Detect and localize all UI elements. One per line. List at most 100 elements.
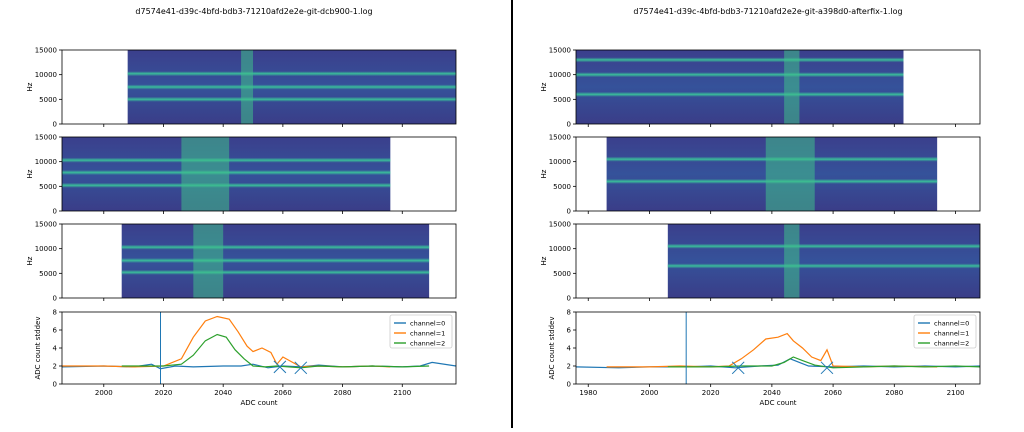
spectrogram-subplot: 0 5000 10000 15000 Hz [540, 134, 981, 216]
spectrogram-subplot: 0 5000 10000 15000 Hz [26, 134, 457, 216]
x-tick-label: 2060 [824, 389, 842, 397]
spectrogram-frame [61, 136, 457, 212]
y-tick-label: 6 [53, 327, 58, 335]
x-tick-label: 2020 [155, 389, 173, 397]
legend-label-channel-1: channel=1 [934, 330, 969, 338]
y-tick-label: 0 [53, 295, 57, 303]
y-tick-label: 0 [567, 121, 571, 129]
y-tick-label: 5000 [39, 183, 57, 191]
series-line-channel-2 [667, 356, 981, 369]
legend-label-channel-2: channel=2 [934, 340, 969, 348]
y-tick-label: 10000 [549, 158, 571, 166]
spectrogram-bright-region [241, 50, 254, 124]
y-tick-label: 2 [53, 363, 57, 371]
y-tick-label: 6 [567, 327, 572, 335]
x-tick-label: 2000 [95, 389, 113, 397]
spectrogram-band [127, 84, 457, 90]
x-axis-label: ADC count [759, 399, 796, 407]
y-tick-label: 15000 [35, 221, 57, 229]
x-axis-label: ADC count [240, 399, 277, 407]
x-tick-label: 2080 [334, 389, 352, 397]
series-line-channel-2 [121, 333, 430, 369]
spectrogram-band [121, 258, 430, 264]
x-marker [820, 361, 834, 375]
x-tick-label: 2100 [947, 389, 965, 397]
y-tick-label: 8 [53, 309, 57, 317]
x-marker [731, 361, 745, 375]
y-tick-label: 0 [567, 381, 571, 389]
y-tick-label: 5000 [553, 183, 571, 191]
legend-label-channel-2: channel=2 [410, 340, 445, 348]
legend-label-channel-1: channel=1 [410, 330, 445, 338]
y-tick-label: 15000 [35, 134, 57, 142]
legend-label-channel-0: channel=0 [410, 320, 445, 328]
right-figure-panel: d7574e41-d39c-4bfd-bdb3-71210afd2e2e-git… [540, 7, 981, 407]
y-tick-label: 10000 [35, 245, 57, 253]
y-tick-label: 15000 [549, 221, 571, 229]
spectrogram-band [576, 91, 904, 97]
y-tick-label: 4 [567, 345, 572, 353]
x-tick-label: 2060 [274, 389, 292, 397]
y-tick-label: 10000 [35, 71, 57, 79]
y-tick-label: 4 [53, 345, 58, 353]
y-tick-label: 5000 [553, 96, 571, 104]
spectrogram-subplot: 0 5000 10000 15000 Hz [26, 221, 457, 303]
spectrogram-bright-region [193, 224, 224, 298]
spectrogram-image [667, 224, 980, 298]
y-axis-label: Hz [26, 169, 34, 178]
spectrogram-frame [61, 223, 457, 299]
y-axis-label: ADC count stddev [548, 317, 556, 380]
x-tick-label: 2080 [885, 389, 903, 397]
spectrogram-band [576, 57, 904, 63]
spectrogram-bright-region [784, 224, 800, 298]
x-marker-stroke [820, 361, 834, 375]
y-axis-label: Hz [26, 82, 34, 91]
x-tick-label: 2020 [702, 389, 720, 397]
y-tick-label: 0 [567, 295, 571, 303]
spectrogram-bright-region [784, 50, 800, 124]
y-axis-label: Hz [540, 169, 548, 178]
y-axis-label: Hz [540, 256, 548, 265]
x-tick-label: 2000 [641, 389, 659, 397]
x-marker-stroke [731, 361, 745, 375]
legend: channel=0 channel=1 channel=2 [913, 314, 977, 349]
y-tick-label: 10000 [35, 158, 57, 166]
legend: channel=0 channel=1 channel=2 [389, 314, 453, 349]
x-tick-label: 1980 [579, 389, 597, 397]
y-axis-label: ADC count stddev [34, 317, 42, 380]
spectrogram-band [667, 243, 980, 249]
left-figure-panel: d7574e41-d39c-4bfd-bdb3-71210afd2e2e-git… [26, 7, 457, 407]
spectrogram-band [121, 269, 430, 275]
y-tick-label: 15000 [549, 47, 571, 55]
stddev-axes-background [576, 312, 980, 384]
y-tick-label: 10000 [549, 71, 571, 79]
spectrogram-frame [575, 223, 981, 299]
y-tick-label: 5000 [39, 96, 57, 104]
spectrogram-band [127, 96, 457, 102]
spectrogram-band [576, 72, 904, 78]
spectrogram-subplot: 0 5000 10000 15000 Hz [540, 221, 981, 303]
x-tick-label: 2040 [214, 389, 232, 397]
left-figure-title: d7574e41-d39c-4bfd-bdb3-71210afd2e2e-git… [135, 7, 372, 16]
y-tick-label: 2 [567, 363, 571, 371]
y-tick-label: 5000 [553, 270, 571, 278]
spectrogram-band [121, 244, 430, 250]
y-tick-label: 10000 [549, 245, 571, 253]
x-marker-stroke [273, 360, 287, 374]
x-marker [273, 360, 287, 374]
y-tick-label: 15000 [549, 134, 571, 142]
x-marker [294, 361, 308, 375]
spectrogram-band [127, 71, 457, 77]
spectrogram-frame [575, 136, 981, 212]
spectrogram-frame [575, 49, 981, 125]
right-figure-title: d7574e41-d39c-4bfd-bdb3-71210afd2e2e-git… [633, 7, 902, 16]
stddev-line-subplot: 0 2 4 6 8 2000 2020 2040 2060 2080 2100 ADC count AD… [34, 309, 457, 407]
spectrogram-bright-region [765, 137, 815, 211]
y-tick-label: 0 [567, 208, 571, 216]
y-tick-label: 5000 [39, 270, 57, 278]
spectrogram-band [667, 263, 980, 269]
x-marker-stroke [294, 361, 308, 375]
spectrogram-frame [61, 49, 457, 125]
